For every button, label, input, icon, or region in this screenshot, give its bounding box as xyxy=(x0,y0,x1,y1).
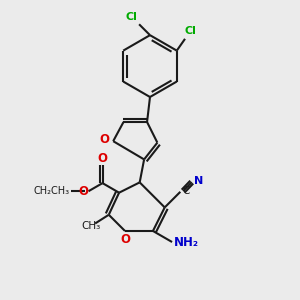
Text: Cl: Cl xyxy=(185,26,197,36)
Text: NH₂: NH₂ xyxy=(173,236,199,248)
Text: O: O xyxy=(78,185,88,198)
Text: C: C xyxy=(183,186,190,196)
Text: CH₃: CH₃ xyxy=(81,221,100,231)
Text: O: O xyxy=(120,233,130,246)
Text: Cl: Cl xyxy=(125,12,137,22)
Text: O: O xyxy=(98,152,107,166)
Text: CH₂CH₃: CH₂CH₃ xyxy=(33,186,69,196)
Text: N: N xyxy=(194,176,203,186)
Text: O: O xyxy=(99,133,110,146)
